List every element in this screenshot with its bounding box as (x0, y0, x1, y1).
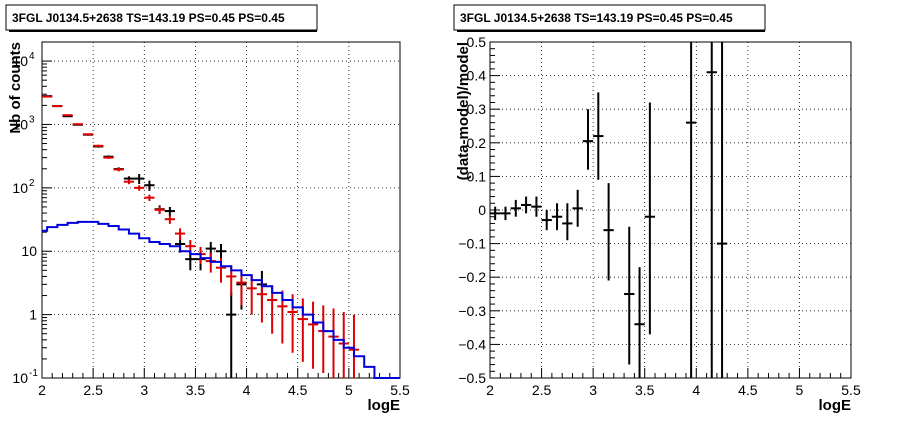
counts-y-tick-exponent: 4 (29, 51, 35, 62)
residual-y-tick-label: −0.1 (458, 236, 486, 252)
counts-model-point (134, 185, 145, 191)
counts-model-point (103, 156, 114, 160)
residual-x-tick-label: 3.5 (635, 382, 655, 398)
residual-series-0 (490, 42, 728, 378)
residual-x-tick-label: 3 (589, 382, 597, 398)
counts-panel: 3FGL J0134.5+2638 TS=143.19 PS=0.45 PS=0… (5, 4, 410, 414)
counts-y-tick-exponent: 3 (29, 114, 35, 125)
counts-y-tick-label: 10 (21, 243, 37, 259)
counts-x-tick-label: 4 (243, 382, 251, 398)
counts-model-step-line (42, 220, 400, 379)
residual-x-tick-label: 4.5 (738, 382, 758, 398)
counts-model-point (154, 206, 165, 214)
residual-x-tick-label: 5.5 (841, 382, 861, 398)
counts-y-tick-exponent: -1 (29, 368, 38, 379)
residual-y-tick-label: 0.2 (467, 135, 487, 151)
counts-model-point (82, 133, 94, 136)
counts-y-tick-label: 10 (12, 180, 28, 196)
counts-y-axis-label: Nb of counts (7, 42, 24, 134)
counts-x-tick-label: 2.5 (83, 382, 103, 398)
residual-data-point (520, 196, 532, 214)
residual-data-point (551, 203, 563, 231)
counts-title: 3FGL J0134.5+2638 TS=143.19 PS=0.45 PS=0… (12, 11, 285, 25)
counts-model-point (348, 314, 360, 378)
residual-y-tick-label: 0 (478, 202, 486, 218)
residual-data-point (562, 203, 573, 241)
residual-data-point (634, 267, 645, 378)
residual-data-point (490, 206, 501, 221)
residual-y-axis-label: (data-model)/model (455, 42, 472, 180)
counts-y-tick-label: 10 (12, 53, 28, 69)
counts-model-point (93, 144, 104, 148)
residual-data-point (500, 206, 511, 221)
residual-data-point (624, 226, 635, 365)
counts-x-axis-label: logE (368, 397, 401, 414)
counts-data-point (226, 291, 237, 378)
counts-data-point (134, 174, 145, 185)
counts-model-point (113, 167, 124, 172)
counts-series-1 (42, 95, 360, 378)
residual-x-tick-label: 2.5 (532, 382, 552, 398)
residual-title-box: 3FGL J0134.5+2638 TS=143.19 PS=0.45 PS=0… (453, 4, 766, 32)
counts-model-point (236, 270, 247, 306)
residual-panel: 3FGL J0134.5+2638 TS=143.19 PS=0.45 PS=0… (453, 4, 861, 414)
residual-data-point (644, 102, 656, 335)
residual-data-point (716, 42, 728, 378)
counts-model-point (72, 123, 83, 126)
residual-x-tick-label: 4 (692, 382, 700, 398)
residual-data-point (541, 210, 552, 231)
counts-model-point (144, 194, 155, 202)
residual-x-tick-label: 5 (796, 382, 804, 398)
counts-x-tick-label: 2 (38, 382, 46, 398)
counts-model-point (42, 95, 53, 98)
residual-y-tick-label: 0.3 (467, 101, 487, 117)
residual-data-point (510, 199, 521, 217)
residual-data-point (572, 189, 583, 227)
residual-data-point (685, 42, 697, 378)
residual-x-tick-label: 2 (486, 382, 494, 398)
counts-model-point (164, 215, 175, 224)
counts-title-box: 3FGL J0134.5+2638 TS=143.19 PS=0.45 PS=0… (5, 4, 318, 32)
counts-x-tick-label: 3.5 (186, 382, 206, 398)
counts-plot-frame (41, 41, 401, 379)
counts-x-tick-label: 5.5 (390, 382, 410, 398)
counts-y-tick-label: 1 (29, 307, 37, 323)
counts-x-tick-label: 3 (140, 382, 148, 398)
residual-y-tick-label: −0.2 (458, 269, 486, 285)
residual-y-tick-label: −0.5 (458, 370, 486, 386)
counts-x-tick-label: 5 (345, 382, 353, 398)
counts-y-tick-exponent: 2 (29, 178, 35, 189)
residual-data-point (593, 92, 604, 180)
counts-series-0 (42, 95, 268, 378)
counts-data-point (144, 180, 155, 191)
counts-grid (41, 42, 401, 379)
counts-model-point (62, 114, 73, 117)
counts-model-point (307, 301, 319, 369)
counts-data-point (164, 206, 175, 216)
residual-y-tick-label: 0.4 (467, 68, 487, 84)
residual-data-point (706, 42, 717, 378)
counts-model-point (328, 308, 339, 378)
residual-y-tick-label: −0.3 (458, 303, 486, 319)
counts-model-point (174, 228, 186, 241)
residual-y-tick-label: −0.4 (458, 336, 486, 352)
residual-title: 3FGL J0134.5+2638 TS=143.19 PS=0.45 PS=0… (460, 11, 733, 25)
residual-data-point (582, 109, 594, 170)
residual-data-point (603, 183, 614, 281)
counts-model-point (123, 179, 135, 185)
counts-model-point (318, 305, 329, 373)
counts-y-tick-label: 10 (12, 370, 28, 386)
counts-x-tick-label: 4.5 (288, 382, 308, 398)
residual-x-axis-label: logE (819, 397, 852, 414)
residual-data-point (531, 196, 542, 217)
residual-y-tick-label: 0.1 (467, 168, 487, 184)
residual-grid (489, 41, 852, 379)
residual-y-tick-label: 0.5 (467, 34, 487, 50)
counts-model-point (246, 275, 257, 315)
counts-model-point (52, 105, 63, 108)
counts-series-2 (42, 220, 400, 379)
counts-y-tick-label: 10 (12, 116, 28, 132)
